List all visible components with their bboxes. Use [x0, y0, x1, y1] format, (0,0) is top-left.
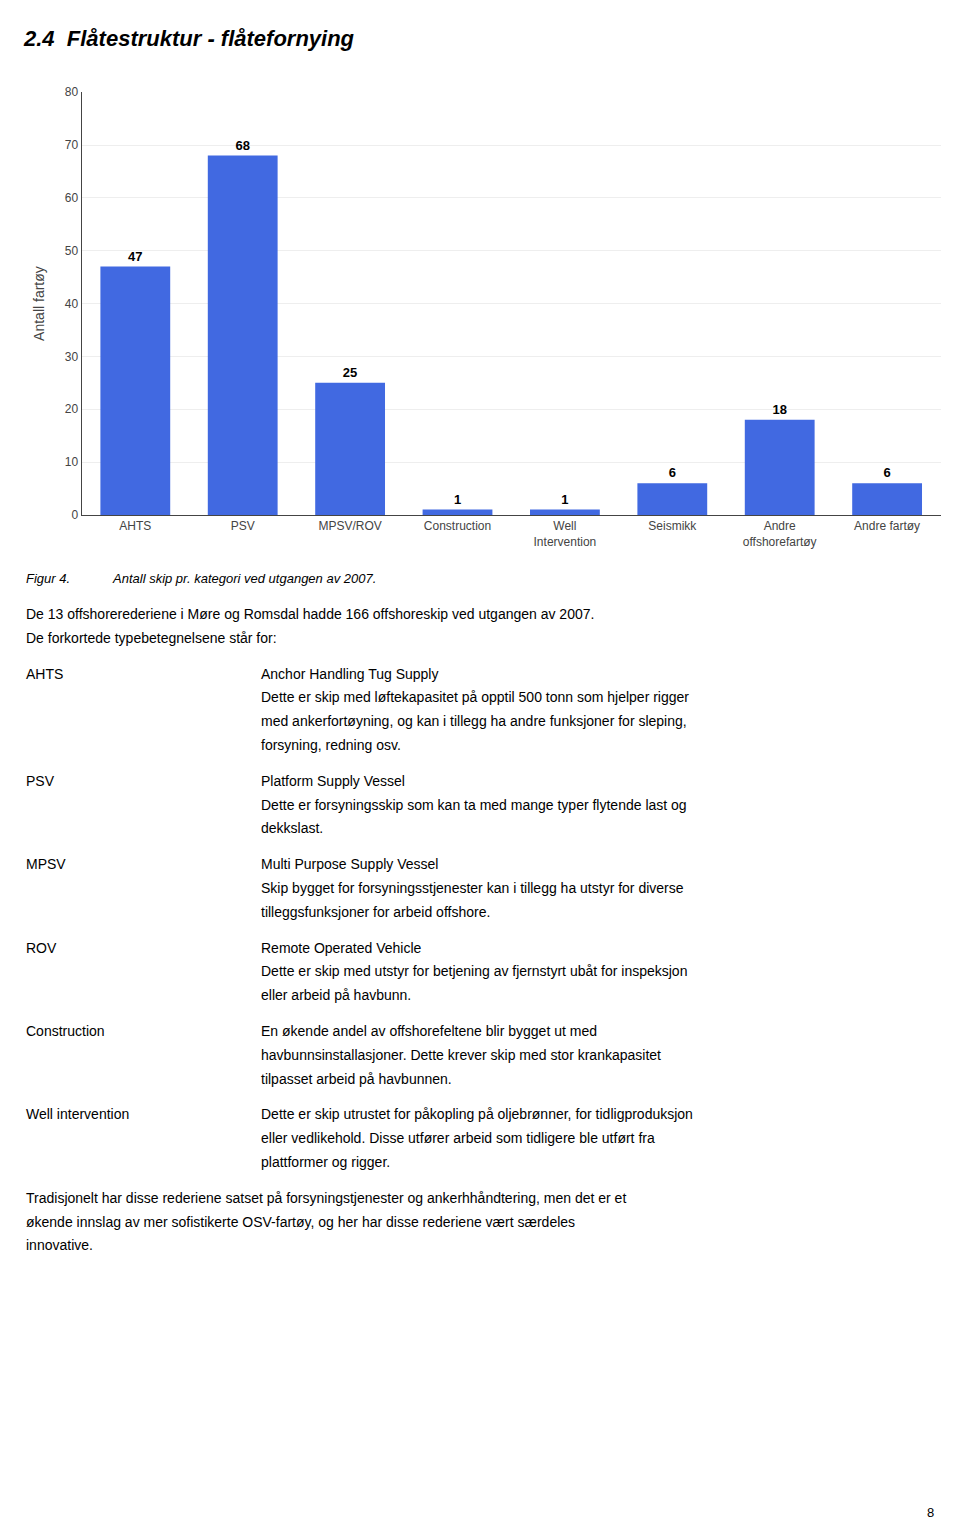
svg-text:60: 60 — [65, 191, 79, 205]
svg-text:6: 6 — [883, 465, 890, 480]
svg-text:20: 20 — [65, 402, 79, 416]
svg-text:dekkslast.: dekkslast. — [261, 820, 323, 836]
svg-text:80: 80 — [65, 85, 79, 99]
svg-text:Dette er skip med utstyr for b: Dette er skip med utstyr for betjening a… — [261, 963, 687, 979]
svg-text:ROV: ROV — [26, 940, 57, 956]
svg-text:Seismikk: Seismikk — [648, 519, 697, 533]
svg-text:Construction: Construction — [424, 519, 491, 533]
svg-text:forsyning, redning osv.: forsyning, redning osv. — [261, 737, 401, 753]
svg-text:tilpasset arbeid på havbunnen.: tilpasset arbeid på havbunnen. — [261, 1071, 452, 1087]
svg-text:68: 68 — [235, 138, 249, 153]
svg-text:havbunnsinstallasjoner. Dette: havbunnsinstallasjoner. Dette krever ski… — [261, 1047, 661, 1063]
svg-text:Antall fartøy: Antall fartøy — [31, 266, 47, 341]
svg-text:50: 50 — [65, 244, 79, 258]
svg-text:De 13 offshorerederiene i Møre: De 13 offshorerederiene i Møre og Romsda… — [26, 606, 594, 622]
svg-text:AHTS: AHTS — [26, 666, 63, 682]
svg-text:Well intervention: Well intervention — [26, 1106, 129, 1122]
svg-text:Dette er forsyningsskip som ka: Dette er forsyningsskip som kan ta med m… — [261, 797, 687, 813]
svg-text:0: 0 — [72, 508, 79, 522]
svg-text:tilleggsfunksjoner for arbeid: tilleggsfunksjoner for arbeid offshore. — [261, 904, 490, 920]
svg-text:30: 30 — [65, 350, 79, 364]
svg-text:plattformer og rigger.: plattformer og rigger. — [261, 1154, 390, 1170]
svg-text:PSV: PSV — [26, 773, 55, 789]
svg-text:70: 70 — [65, 138, 79, 152]
svg-text:40: 40 — [65, 297, 79, 311]
svg-text:1: 1 — [561, 492, 568, 507]
svg-text:økende innslag av mer sofistik: økende innslag av mer sofistikerte OSV-f… — [26, 1214, 575, 1230]
svg-text:PSV: PSV — [231, 519, 255, 533]
svg-text:Multi Purpose Supply Vessel: Multi Purpose Supply Vessel — [261, 856, 438, 872]
svg-text:En økende andel av offshorefel: En økende andel av offshorefeltene blir … — [261, 1023, 597, 1039]
svg-text:Figur 4.: Figur 4. — [26, 571, 70, 586]
svg-text:De forkortede typebetegnelsene: De forkortede typebetegnelsene står for: — [26, 630, 277, 646]
svg-text:Dette er skip med løftekapasit: Dette er skip med løftekapasitet på oppt… — [261, 689, 689, 705]
svg-text:AHTS: AHTS — [119, 519, 151, 533]
svg-text:MPSV/ROV: MPSV/ROV — [318, 519, 381, 533]
svg-text:25: 25 — [343, 365, 357, 380]
svg-text:47: 47 — [128, 249, 142, 264]
svg-text:Andre fartøy: Andre fartøy — [854, 519, 920, 533]
svg-text:Remote Operated Vehicle: Remote Operated Vehicle — [261, 940, 422, 956]
svg-text:Construction: Construction — [26, 1023, 105, 1039]
svg-text:8: 8 — [927, 1505, 934, 1520]
svg-text:Dette er skip utrustet for påk: Dette er skip utrustet for påkopling på … — [261, 1106, 693, 1122]
svg-text:Skip bygget for forsyningsstje: Skip bygget for forsyningsstjenester kan… — [261, 880, 684, 896]
svg-text:med ankerfortøyning, og kan i: med ankerfortøyning, og kan i tillegg ha… — [261, 713, 687, 729]
svg-text:2.4 Flåtestruktur - flåteforn: 2.4 Flåtestruktur - flåtefornying — [23, 26, 355, 51]
svg-text:Andreoffshorefartøy: Andreoffshorefartøy — [743, 519, 817, 549]
svg-text:1: 1 — [454, 492, 461, 507]
svg-text:WellIntervention: WellIntervention — [534, 519, 597, 549]
svg-text:Anchor Handling Tug Supply: Anchor Handling Tug Supply — [261, 666, 438, 682]
svg-text:eller vedlikehold. Disse utfør: eller vedlikehold. Disse utfører arbeid … — [261, 1130, 655, 1146]
svg-text:Antall skip pr. kategori ved u: Antall skip pr. kategori ved utgangen av… — [112, 571, 376, 586]
svg-text:MPSV: MPSV — [26, 856, 66, 872]
svg-text:10: 10 — [65, 455, 79, 469]
svg-text:6: 6 — [669, 465, 676, 480]
svg-text:Tradisjonelt har disse rederie: Tradisjonelt har disse rederiene satset … — [26, 1190, 626, 1206]
svg-text:Platform Supply Vessel: Platform Supply Vessel — [261, 773, 405, 789]
svg-text:eller arbeid på havbunn.: eller arbeid på havbunn. — [261, 987, 411, 1003]
svg-text:innovative.: innovative. — [26, 1237, 93, 1253]
svg-text:18: 18 — [772, 402, 786, 417]
